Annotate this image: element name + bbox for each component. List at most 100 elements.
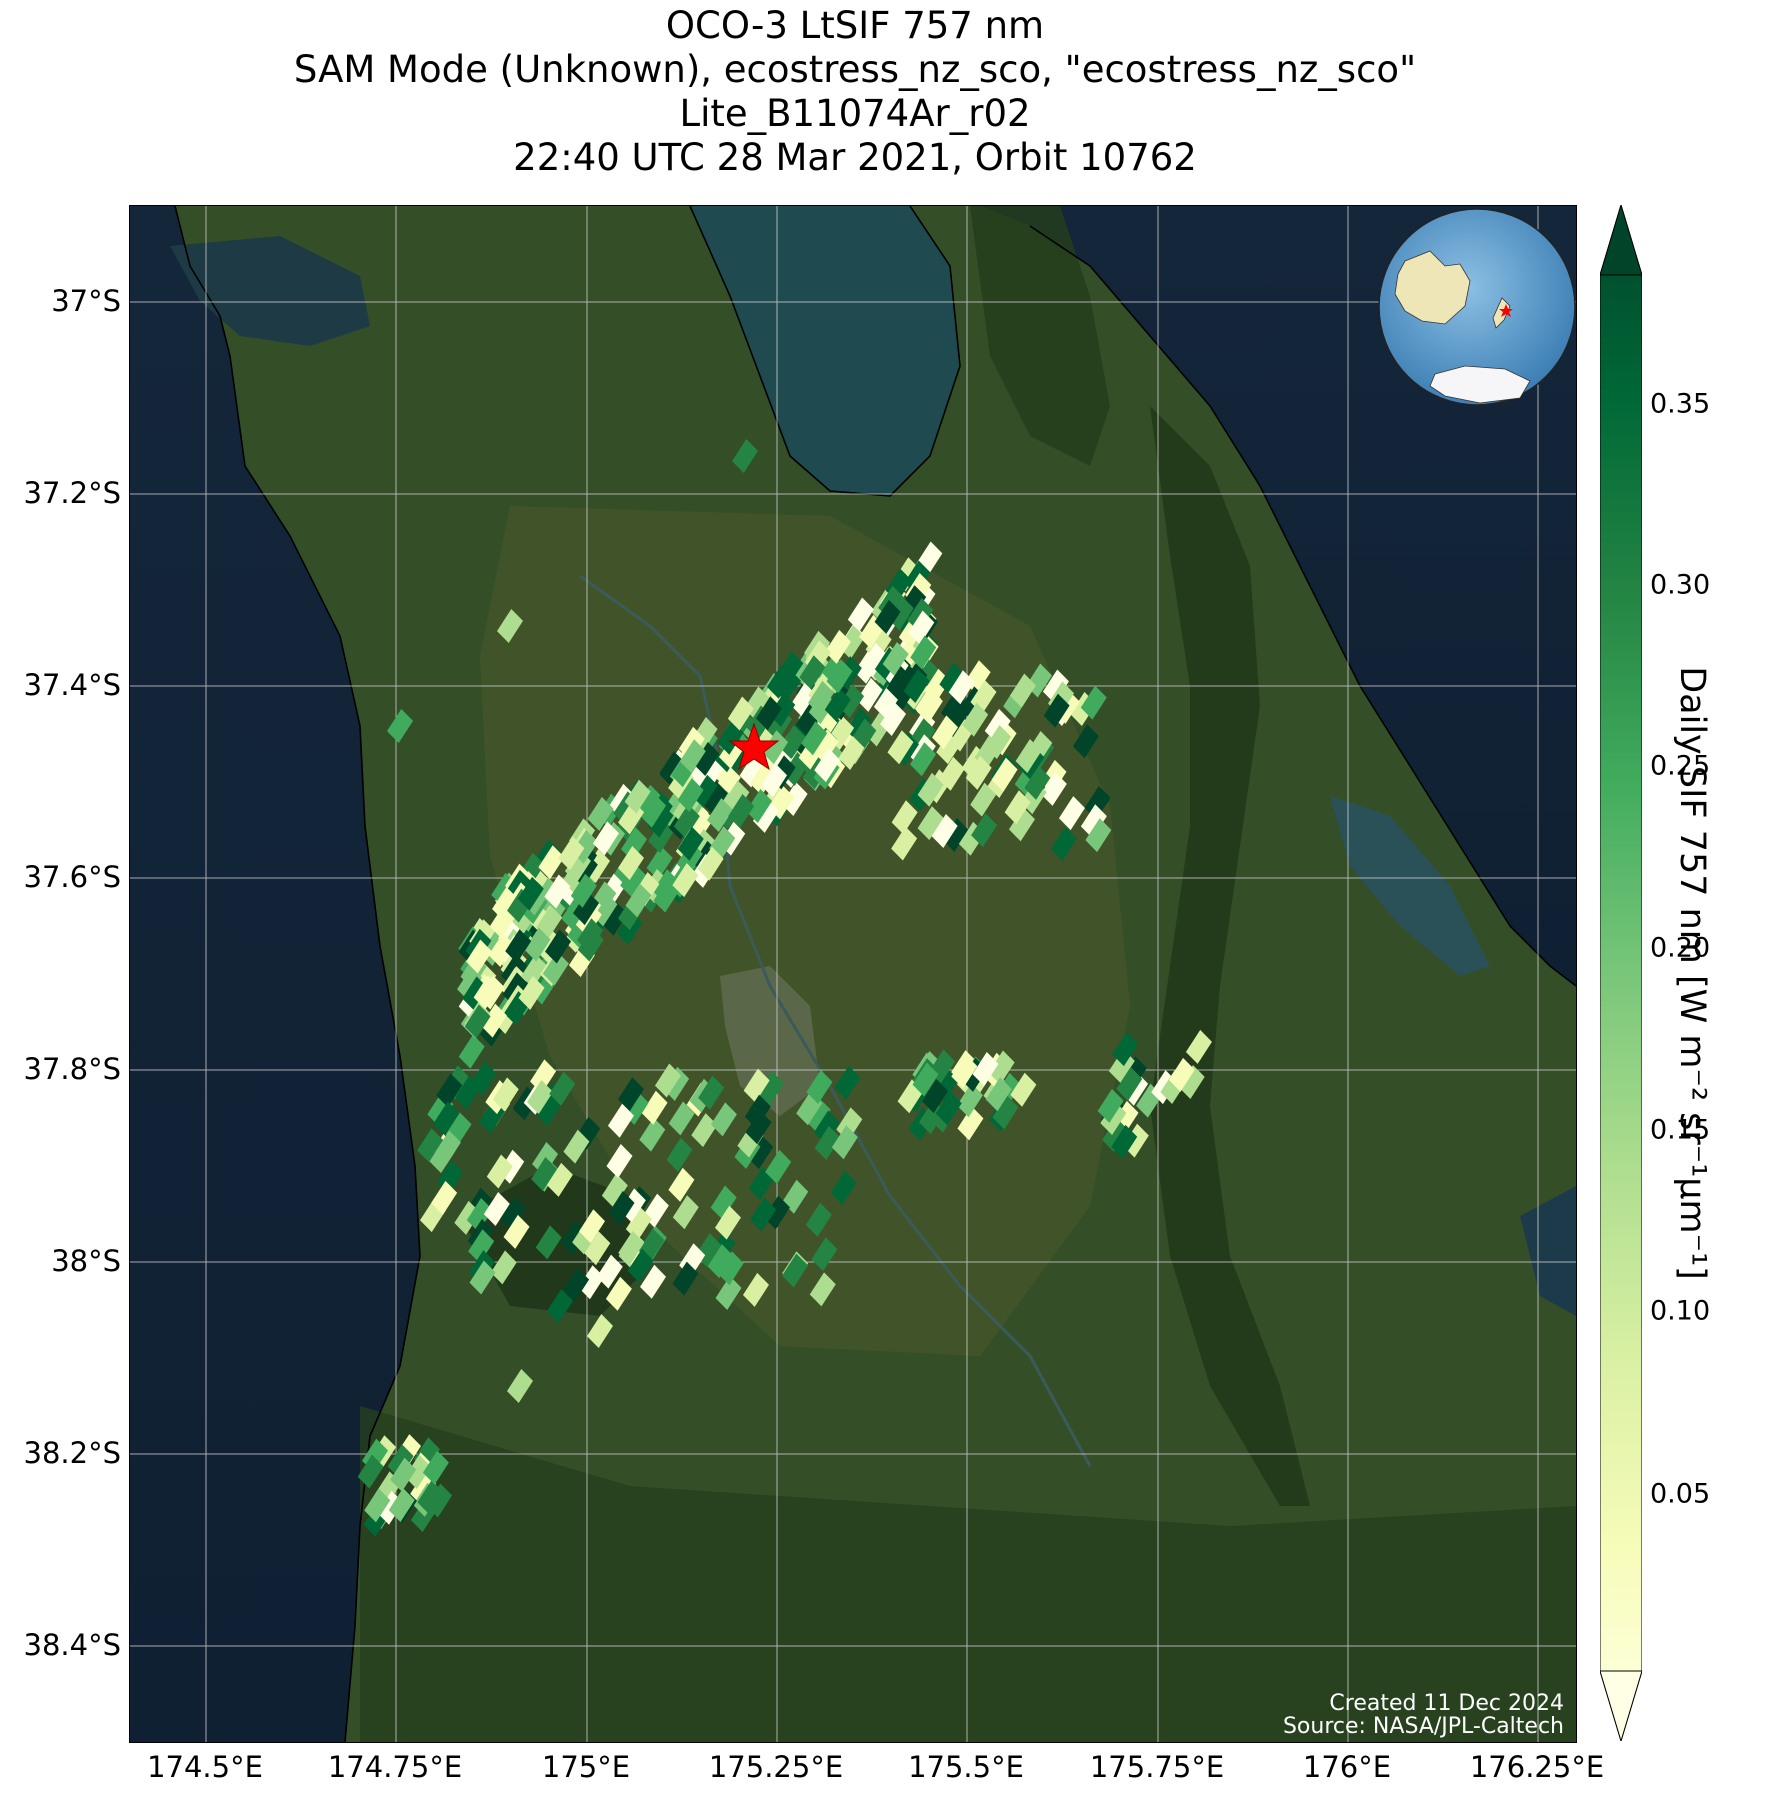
sif-sounding: [1102, 1117, 1129, 1152]
colorbar: [1600, 205, 1642, 1741]
sif-sounding: [668, 1167, 695, 1202]
sif-sounding: [727, 696, 754, 731]
sif-sounding: [691, 773, 718, 808]
sif-sounding: [545, 929, 572, 964]
sif-sounding: [882, 641, 909, 676]
sif-soundings: [357, 439, 1212, 1537]
sif-sounding: [357, 1454, 384, 1489]
sif-sounding: [935, 1091, 962, 1126]
sif-sounding: [648, 819, 675, 854]
sif-sounding: [647, 803, 674, 838]
sif-sounding: [677, 826, 704, 861]
sif-sounding: [673, 804, 700, 839]
y-tick: 37.8°S: [23, 1052, 121, 1086]
sif-sounding: [861, 642, 888, 677]
sif-sounding: [1122, 1123, 1149, 1158]
sif-sounding: [948, 670, 975, 705]
sif-sounding: [744, 1094, 771, 1129]
sif-sounding: [912, 1062, 939, 1097]
sif-sounding: [489, 904, 516, 939]
sif-sounding: [431, 1180, 458, 1215]
colorbar-tick: 0.35: [1650, 388, 1711, 420]
title-line-3: Lite_B11074Ar_r02: [679, 92, 1031, 135]
sif-sounding: [497, 609, 523, 643]
sif-sounding: [640, 793, 667, 828]
sif-sounding: [747, 1135, 774, 1170]
sif-sounding: [578, 1209, 605, 1244]
colorbar-body: [1600, 205, 1642, 1741]
sif-sounding: [544, 874, 571, 909]
sif-sounding: [908, 610, 935, 645]
red-star-icon: [728, 722, 780, 771]
sif-sounding: [782, 1179, 809, 1214]
sif-sounding: [887, 730, 914, 765]
sif-sounding: [910, 742, 937, 777]
title-line-2: SAM Mode (Unknown), ecostress_nz_sco, "e…: [293, 48, 1417, 91]
sif-sounding: [755, 696, 782, 731]
sif-sounding: [547, 1289, 573, 1323]
sif-sounding: [538, 845, 565, 880]
sif-sounding: [762, 730, 789, 765]
hamilton-urban: [720, 966, 820, 1116]
sif-sounding: [838, 625, 865, 660]
sif-sounding: [782, 1253, 809, 1288]
sif-sounding: [880, 701, 907, 736]
coromandel-range: [970, 206, 1110, 466]
title-line-4: 22:40 UTC 28 Mar 2021, Orbit 10762: [513, 136, 1197, 179]
sif-sounding: [932, 715, 959, 750]
sif-sounding: [469, 1260, 496, 1295]
sif-sounding: [390, 1457, 417, 1492]
y-tick: 37.2°S: [23, 476, 121, 510]
sif-sounding: [587, 796, 614, 831]
sif-sounding: [620, 863, 647, 898]
sif-sounding: [530, 1059, 557, 1094]
southern-hills: [360, 1406, 1576, 1742]
sif-sounding: [503, 1214, 530, 1249]
sif-sounding: [922, 1079, 949, 1114]
sif-sounding: [710, 1185, 737, 1220]
sif-sounding: [970, 782, 997, 817]
sif-sounding: [641, 1090, 668, 1125]
sif-sounding: [1072, 724, 1099, 759]
firth-of-thames: [690, 206, 960, 496]
sif-sounding: [715, 1276, 742, 1311]
sif-sounding: [505, 929, 532, 964]
sif-sounding: [410, 1471, 437, 1506]
sif-sounding: [464, 1004, 491, 1039]
sif-sounding: [618, 1230, 645, 1265]
sif-sounding: [601, 901, 628, 936]
sif-sounding: [1024, 765, 1051, 800]
sif-sounding: [558, 836, 585, 871]
sif-sounding: [1043, 693, 1070, 728]
sif-sounding: [931, 813, 958, 848]
sif-sounding: [845, 707, 872, 742]
sif-sounding: [627, 1248, 654, 1283]
sif-sounding: [417, 1128, 444, 1163]
sif-sounding: [601, 1173, 628, 1208]
sif-sounding: [422, 1450, 449, 1485]
sif-sounding: [433, 1101, 460, 1136]
sif-sounding: [752, 798, 779, 833]
sif-sounding: [577, 927, 604, 962]
sif-sounding: [546, 1162, 573, 1197]
sif-sounding: [971, 813, 998, 848]
sif-sounding: [608, 1190, 635, 1225]
sif-sounding: [606, 1144, 633, 1179]
x-tick: 174.75°E: [327, 1750, 463, 1784]
sif-sounding: [625, 883, 652, 918]
sif-sounding: [962, 702, 989, 737]
sif-sounding: [1004, 790, 1031, 825]
sif-sounding: [1080, 804, 1107, 839]
sif-sounding: [587, 1314, 613, 1348]
sif-sounding: [488, 932, 515, 967]
sif-sounding: [693, 742, 720, 777]
globe-inset: [1378, 208, 1576, 406]
sif-sounding: [745, 1110, 772, 1145]
sif-sounding: [777, 651, 804, 686]
sif-sounding: [596, 1254, 623, 1289]
sif-sounding: [749, 1197, 776, 1232]
sif-sounding: [521, 953, 548, 988]
map-panel[interactable]: Created 11 Dec 2024 Source: NASA/JPL-Cal…: [129, 205, 1577, 1743]
sif-sounding: [1178, 1064, 1205, 1099]
sif-sounding: [903, 668, 930, 703]
